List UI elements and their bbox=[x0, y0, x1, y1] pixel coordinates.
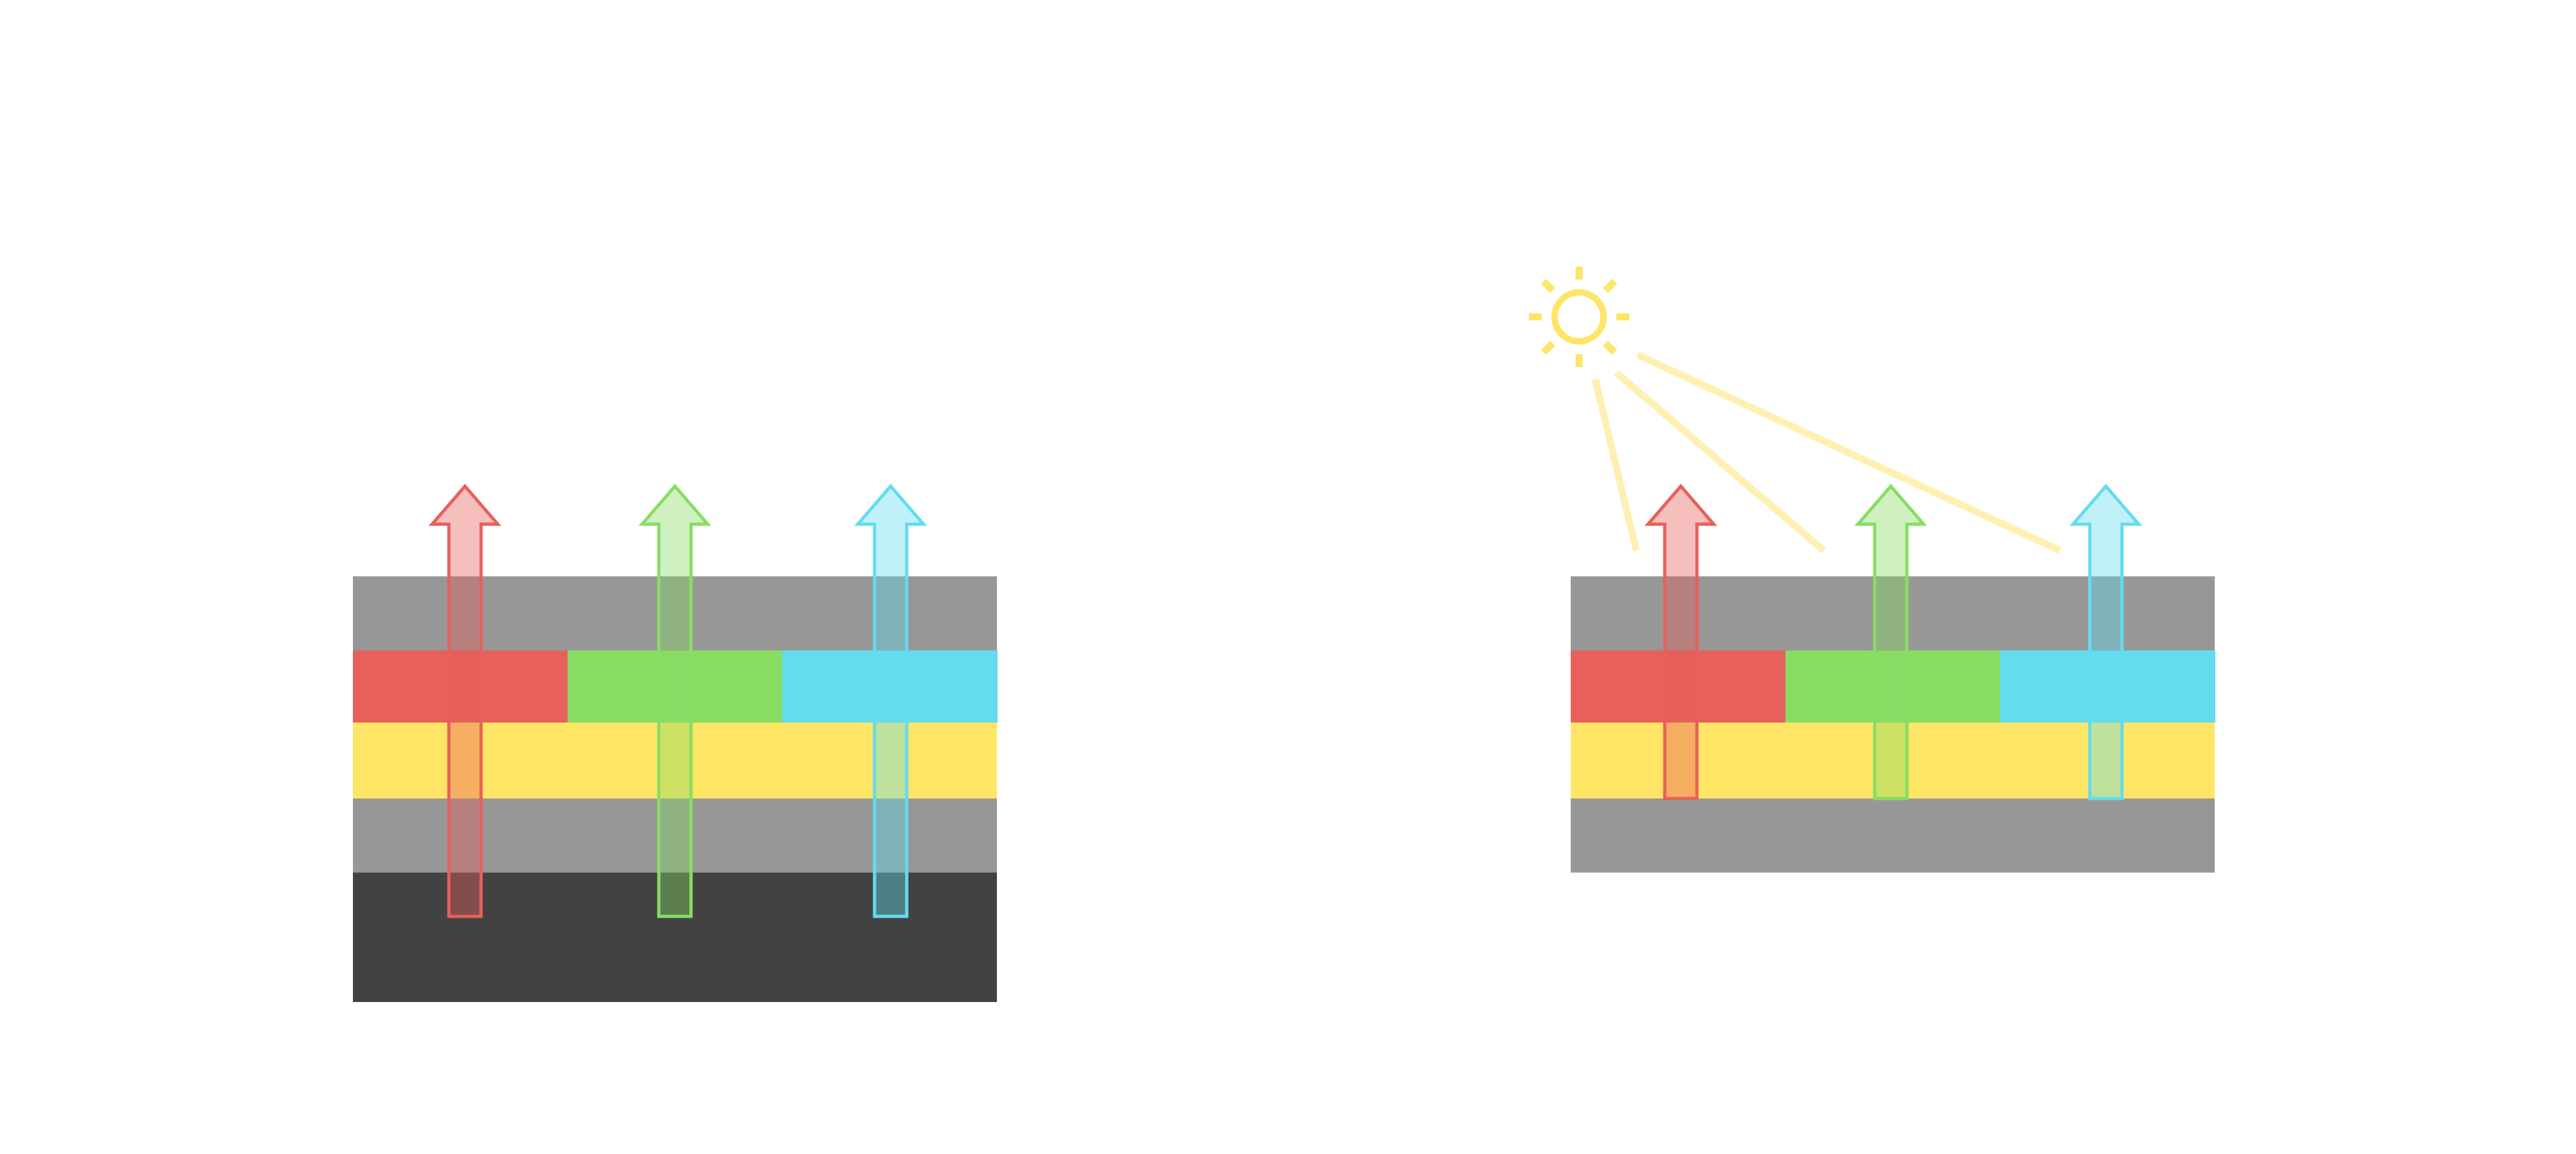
green-filter-segment bbox=[1785, 650, 2001, 723]
light-ray-line bbox=[1591, 378, 1640, 552]
light-ray-line bbox=[1614, 370, 1826, 554]
cyan-arrow-up-icon bbox=[2069, 484, 2143, 800]
bottom-gray-layer bbox=[353, 799, 997, 873]
sun-disc bbox=[1551, 289, 1607, 345]
yellow-layer bbox=[353, 723, 997, 799]
dark-base-layer bbox=[353, 873, 997, 1002]
green-arrow-up-icon bbox=[1854, 484, 1927, 800]
sun-ray bbox=[1603, 278, 1618, 293]
green-filter-segment bbox=[567, 650, 783, 723]
top-gray-layer bbox=[1571, 576, 2215, 650]
light-ray-line bbox=[1636, 352, 2062, 554]
cyan-arrow-up-icon bbox=[854, 484, 927, 918]
red-filter-segment bbox=[353, 650, 569, 723]
cyan-filter-segment bbox=[2000, 650, 2215, 723]
left-layer-stack bbox=[353, 484, 998, 1002]
sun-icon bbox=[1529, 267, 1629, 367]
green-arrow-up-icon bbox=[638, 484, 712, 918]
sun-ray bbox=[1540, 341, 1555, 355]
cyan-filter-segment bbox=[782, 650, 998, 723]
sun-ray bbox=[1603, 341, 1618, 355]
right-layer-stack bbox=[1571, 484, 2215, 873]
sun-ray bbox=[1540, 278, 1555, 293]
light-rays bbox=[1591, 352, 2062, 554]
red-arrow-up-icon bbox=[428, 484, 502, 918]
red-arrow-up-icon bbox=[1644, 484, 1718, 800]
bottom-gray-layer bbox=[1571, 799, 2215, 873]
red-filter-segment bbox=[1571, 650, 1786, 723]
top-gray-layer bbox=[353, 576, 997, 650]
yellow-layer bbox=[1571, 723, 2215, 799]
